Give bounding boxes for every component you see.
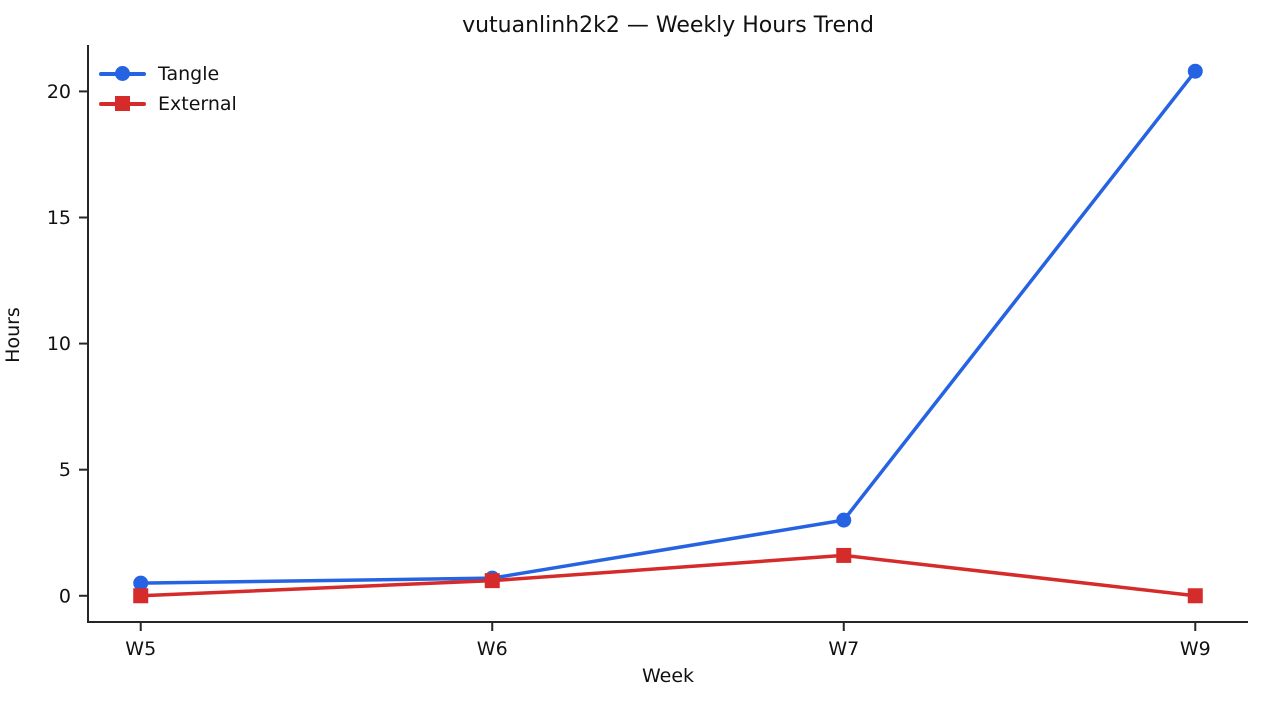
legend-swatch-tangle [99, 66, 146, 81]
x-tick-label: W7 [828, 638, 859, 660]
x-tick-label: W6 [477, 638, 508, 660]
legend-square-marker-icon [115, 96, 130, 111]
y-axis-label: Hours [2, 307, 24, 363]
data-point-external-w5 [133, 588, 149, 604]
legend-label-external: External [158, 92, 237, 115]
legend-swatch-external [99, 96, 146, 111]
legend-item-tangle: Tangle [99, 59, 237, 88]
legend-circle-marker-icon [115, 66, 130, 81]
data-point-external-w9 [1187, 588, 1203, 604]
data-point-tangle-w5 [133, 575, 149, 591]
y-tick-label: 5 [59, 459, 71, 481]
data-point-external-w7 [836, 547, 852, 563]
series-line-external [138, 553, 1198, 598]
x-tick-label: W9 [1180, 638, 1211, 660]
legend-item-external: External [99, 89, 237, 118]
data-point-external-w6 [484, 573, 500, 589]
legend-label-tangle: Tangle [158, 62, 220, 85]
series-line-tangle [138, 69, 1198, 585]
x-axis-label: Week [641, 665, 695, 687]
y-tick-label: 0 [59, 585, 71, 607]
x-tick-label: W5 [125, 638, 156, 660]
chart-title: vutuanlinh2k2 — Weekly Hours Trend [462, 13, 874, 38]
y-tick-label: 15 [47, 207, 71, 229]
y-tick-label: 10 [47, 333, 71, 355]
y-tick-label: 20 [47, 81, 71, 103]
data-point-tangle-w9 [1187, 63, 1203, 79]
data-point-tangle-w7 [836, 512, 852, 528]
legend: Tangle External [99, 59, 237, 118]
